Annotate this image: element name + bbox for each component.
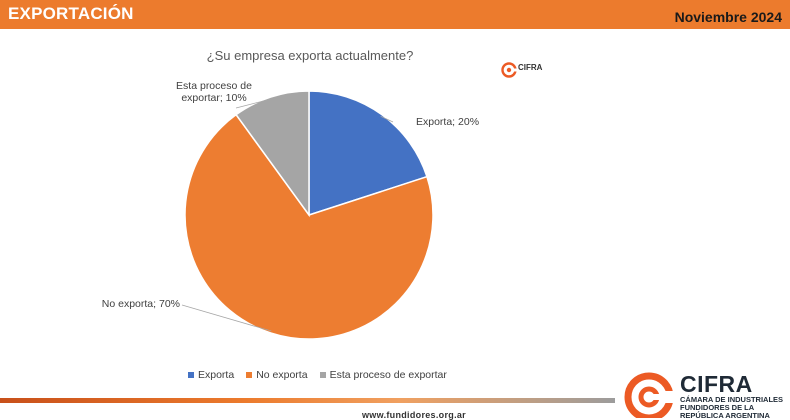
legend-swatch-exporta (188, 372, 194, 378)
legend-item-en-proceso: Esta proceso de exportar (319, 369, 447, 381)
leader-line-exporta (380, 115, 394, 123)
page-title: EXPORTACIÓN (8, 4, 134, 23)
cifra-logo-big-icon (624, 372, 676, 418)
footer-gradient-bar (0, 398, 615, 403)
header-date: Noviembre 2024 (674, 9, 782, 25)
legend-label-exporta: Exporta (198, 369, 235, 381)
cifra-logo-name: CIFRA (680, 371, 753, 397)
pie-slice-exporta (308, 90, 428, 217)
footer-url: www.fundidores.org.ar (362, 410, 466, 420)
legend-label-en-proceso: Esta proceso de exportar (329, 369, 447, 381)
legend-swatch-no-exporta (246, 372, 253, 378)
header-bar: EXPORTACIÓN Noviembre 2024 (0, 0, 790, 29)
legend-swatch-en-proceso (319, 372, 326, 378)
data-label-no-exporta: No exporta; 70% (102, 298, 180, 310)
pie-slice-en-proceso (235, 90, 310, 218)
legend-item-exporta: Exporta (188, 369, 234, 381)
legend-label-no-exporta: No exporta (256, 369, 308, 381)
data-label-en-proceso: Esta proceso de exportar; 10% (176, 80, 252, 104)
legend-item-no-exporta: No exporta (246, 369, 308, 381)
data-label-exporta: Exporta; 20% (416, 116, 479, 128)
cifra-logo-small-text: CIFRA (518, 63, 543, 72)
chart-legend: Exporta No exporta Esta proceso de expor… (188, 369, 447, 381)
leader-line-no-exporta (181, 304, 272, 332)
cifra-logo-subtitle: CÁMARA DE INDUSTRIALES FUNDIDORES DE LA … (680, 395, 784, 420)
chart-title: ¿Su empresa exporta actualmente? (206, 48, 414, 63)
leader-line-en-proceso (235, 98, 272, 109)
cifra-logo-icon (501, 62, 517, 78)
pie-slice-no-exporta (184, 113, 434, 340)
